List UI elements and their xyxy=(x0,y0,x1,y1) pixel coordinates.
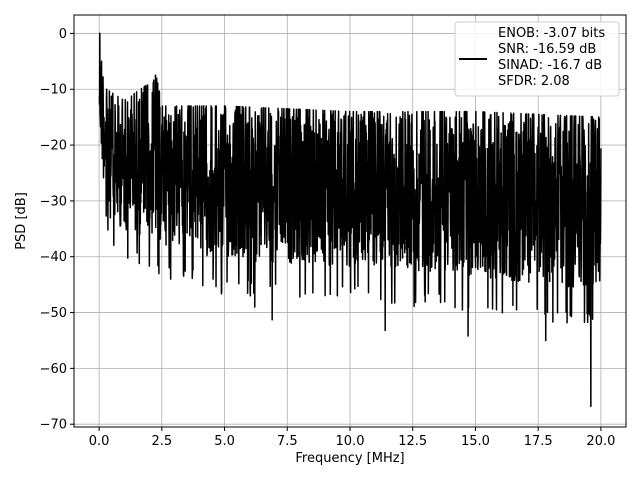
x-tick-label: 17.5 xyxy=(524,434,553,449)
series-extreme-point xyxy=(99,32,101,35)
series-extreme-point xyxy=(384,329,386,332)
y-tick-label: −70 xyxy=(40,418,67,433)
x-tick-label: 12.5 xyxy=(398,434,427,449)
x-tick-label: 0.0 xyxy=(89,434,110,449)
series-extreme-point xyxy=(590,405,592,407)
series-extreme-point xyxy=(336,295,339,297)
legend: ENOB: -3.07 bits SNR: -16.59 dB SINAD: -… xyxy=(454,21,620,97)
x-axis: 0.0 2.5 5.0 7.5 10.0 12.5 15.0 17.5 20.0 xyxy=(89,427,615,449)
y-axis-label: PSD [dB] xyxy=(14,192,29,250)
legend-sinad: SINAD: -16.7 dB xyxy=(498,58,602,73)
x-tick-label: 15.0 xyxy=(461,434,490,449)
y-tick-label: −40 xyxy=(40,250,67,265)
x-tick-label: 5.0 xyxy=(214,434,235,449)
x-tick-label: 7.5 xyxy=(277,434,298,449)
series-extreme-point xyxy=(467,335,469,337)
series-extreme-point xyxy=(545,339,547,342)
series-layer xyxy=(98,32,602,408)
legend-sfdr: SFDR: 2.08 xyxy=(498,74,570,89)
legend-enob: ENOB: -3.07 bits xyxy=(498,26,605,41)
y-tick-label: −20 xyxy=(40,139,67,154)
y-tick-label: −10 xyxy=(40,83,67,98)
x-axis-label: Frequency [MHz] xyxy=(295,451,404,466)
series-extreme-point xyxy=(154,74,157,76)
series-extreme-point xyxy=(254,306,256,308)
series-extreme-point xyxy=(226,281,228,283)
series-extreme-point xyxy=(271,319,273,321)
y-tick-label: −30 xyxy=(40,194,67,209)
y-axis: 0 −10 −20 −30 −40 −50 −60 −70 xyxy=(40,27,74,433)
legend-snr: SNR: -16.59 dB xyxy=(498,42,596,57)
y-tick-label: −60 xyxy=(40,362,67,377)
legend-box xyxy=(454,21,620,97)
x-tick-label: 2.5 xyxy=(151,434,172,449)
x-tick-label: 20.0 xyxy=(586,434,615,449)
y-tick-label: 0 xyxy=(59,27,67,42)
y-tick-label: −50 xyxy=(40,306,67,321)
psd-series-line xyxy=(98,32,602,408)
x-tick-label: 10.0 xyxy=(336,434,365,449)
